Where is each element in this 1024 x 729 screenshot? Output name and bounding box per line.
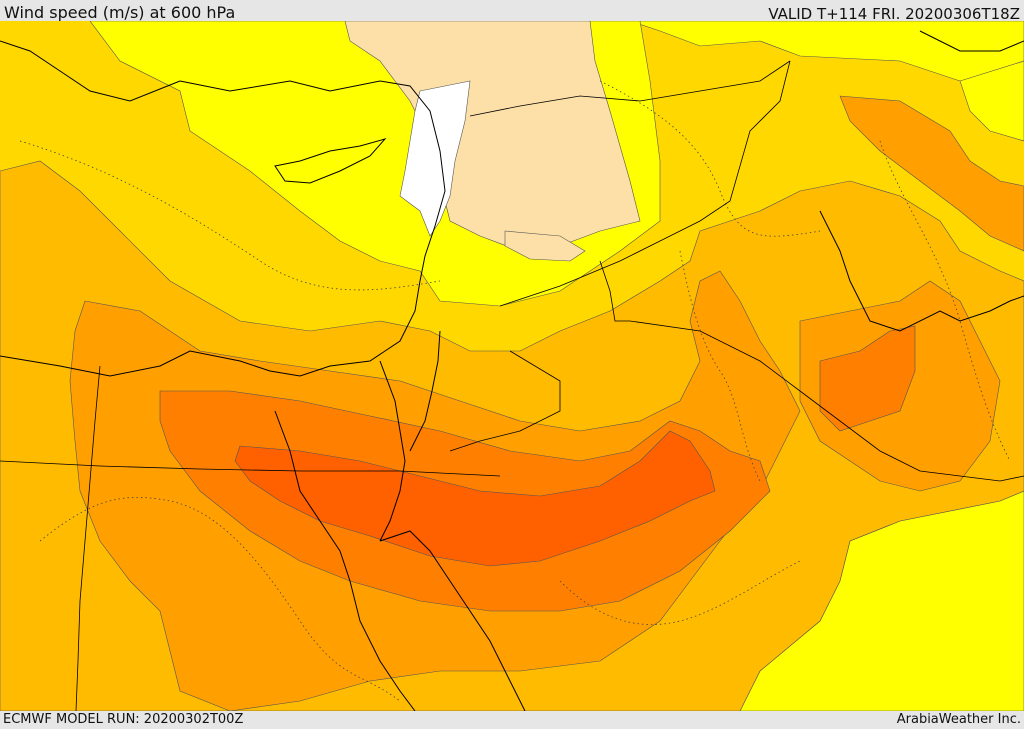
- isotach-dotted-2: [599, 80, 821, 237]
- band-yellow-north: [90, 21, 1024, 92]
- border-syria-iraq: [499, 60, 791, 307]
- valid-time: VALID T+114 FRI. 20200306T18Z: [768, 5, 1020, 23]
- coast-egypt-north: [0, 280, 421, 377]
- isotach-dotted-6: [679, 250, 761, 482]
- coast-red-sea-east: [379, 530, 526, 711]
- border-iraq-saudi: [629, 320, 1024, 482]
- isotach-dotted-1: [19, 140, 441, 291]
- map-title: Wind speed (m/s) at 600 hPa: [4, 3, 236, 22]
- isotach-dotted-5: [879, 140, 1011, 462]
- coast-mediterranean-north: [179, 80, 446, 282]
- model-run: ECMWF MODEL RUN: 20200302T00Z: [3, 712, 244, 727]
- borders: [0, 60, 1024, 711]
- band-light-patch: [504, 230, 586, 262]
- border-egypt-sudan: [0, 460, 501, 477]
- isotach-dotted-3: [39, 496, 401, 702]
- credit: ArabiaWeather Inc.: [896, 712, 1021, 727]
- border-turkey-syria: [469, 60, 791, 117]
- border-jordan-iraq: [599, 260, 630, 322]
- header-bar: Wind speed (m/s) at 600 hPa VALID T+114 …: [0, 0, 1024, 23]
- coast-gulf-aqaba: [409, 330, 441, 452]
- isotach-dotted-4: [559, 560, 801, 625]
- coastlines: [0, 30, 1024, 711]
- band-orange-east: [839, 95, 1024, 252]
- band-calm-white: [399, 80, 471, 237]
- band-yellow-east: [959, 60, 1024, 142]
- wind-speed-map[interactable]: [0, 21, 1024, 711]
- coast-caspian: [919, 30, 1024, 52]
- coast-cyprus: [274, 138, 387, 184]
- coast-persian-gulf: [819, 210, 1024, 332]
- band-red-orange-core: [234, 430, 716, 567]
- border-egypt-libya: [75, 365, 101, 711]
- coast-turkey-west: [0, 40, 181, 102]
- footer-bar: ECMWF MODEL RUN: 20200302T00Z ArabiaWeat…: [0, 711, 1024, 729]
- coast-sinai: [379, 360, 406, 542]
- band-deep-orange-east: [819, 325, 916, 432]
- border-jordan-saudi: [449, 350, 561, 452]
